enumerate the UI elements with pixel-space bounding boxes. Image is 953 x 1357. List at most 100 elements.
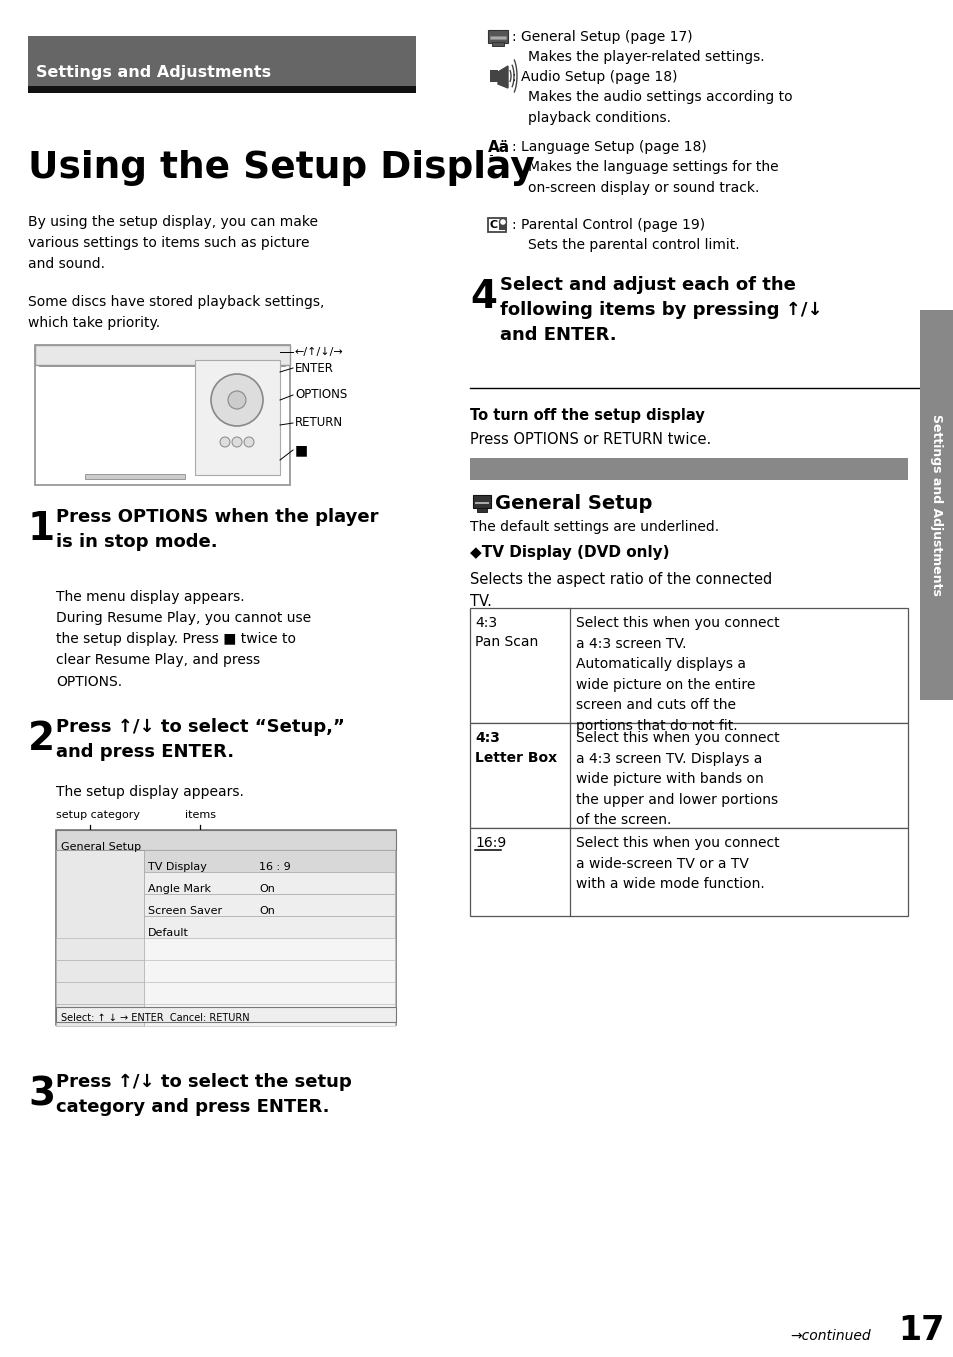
Text: Makes the language settings for the
on-screen display or sound track.: Makes the language settings for the on-s…	[527, 160, 778, 195]
Text: Select: ↑ ↓ → ENTER  Cancel: RETURN: Select: ↑ ↓ → ENTER Cancel: RETURN	[61, 1012, 250, 1023]
Text: Press ↑/↓ to select the setup
category and press ENTER.: Press ↑/↓ to select the setup category a…	[56, 1073, 352, 1115]
Bar	[144, 1004, 395, 1026]
Text: General Setup: General Setup	[495, 494, 652, 513]
Bar	[28, 37, 416, 88]
Text: 1: 1	[28, 510, 55, 548]
Bar	[85, 474, 185, 479]
Text: 3: 3	[28, 1075, 55, 1113]
Text: ←/↑/↓/→: ←/↑/↓/→	[294, 347, 343, 357]
Bar	[28, 85, 416, 94]
Text: Sets the parental control limit.: Sets the parental control limit.	[527, 237, 739, 252]
Text: RETURN: RETURN	[294, 417, 343, 430]
Circle shape	[499, 218, 506, 225]
Text: 4:3
Letter Box: 4:3 Letter Box	[475, 731, 557, 764]
Text: Aä: Aä	[488, 140, 510, 155]
Bar	[144, 873, 395, 894]
Bar	[919, 309, 953, 700]
Bar	[144, 982, 395, 1004]
Text: : Audio Setup (page 18): : Audio Setup (page 18)	[512, 71, 677, 84]
Bar	[488, 218, 505, 232]
Text: Select this when you connect
a wide-screen TV or a TV
with a wide mode function.: Select this when you connect a wide-scre…	[576, 836, 779, 892]
Text: OPTIONS: OPTIONS	[294, 388, 347, 402]
Bar	[144, 938, 395, 959]
Polygon shape	[497, 66, 507, 88]
Text: General Setup: General Setup	[61, 841, 141, 852]
Text: Angle Mark: Angle Mark	[148, 883, 211, 894]
Circle shape	[232, 437, 242, 446]
Circle shape	[220, 437, 230, 446]
Bar	[470, 459, 907, 480]
Text: 4: 4	[470, 278, 497, 316]
Text: Select this when you connect
a 4:3 screen TV. Displays a
wide picture with bands: Select this when you connect a 4:3 scree…	[576, 731, 779, 828]
Bar	[194, 360, 280, 475]
Text: Select this when you connect
a 4:3 screen TV.
Automatically displays a
wide pict: Select this when you connect a 4:3 scree…	[576, 616, 779, 733]
Bar	[470, 828, 907, 916]
Bar	[476, 508, 486, 512]
Bar	[144, 849, 395, 873]
Text: On: On	[258, 906, 274, 916]
Text: 2: 2	[28, 721, 55, 759]
Text: 16 : 9: 16 : 9	[258, 862, 291, 873]
Text: Makes the player-related settings.: Makes the player-related settings.	[527, 50, 763, 64]
Text: To turn off the setup display: To turn off the setup display	[470, 408, 704, 423]
Text: Using the Setup Display: Using the Setup Display	[28, 151, 535, 186]
Circle shape	[228, 391, 246, 408]
Bar	[35, 345, 290, 484]
Text: The setup display appears.: The setup display appears.	[56, 784, 244, 799]
Bar	[470, 608, 907, 723]
Bar	[492, 42, 503, 46]
Text: →continued: →continued	[789, 1329, 870, 1343]
Text: ■: ■	[294, 442, 308, 457]
Bar	[490, 37, 505, 39]
Circle shape	[244, 437, 253, 446]
Bar	[56, 959, 144, 982]
Bar	[56, 849, 144, 1025]
Text: Press OPTIONS when the player
is in stop mode.: Press OPTIONS when the player is in stop…	[56, 508, 378, 551]
Bar	[56, 938, 144, 959]
Bar	[56, 1004, 144, 1026]
Text: Makes the audio settings according to
playback conditions.: Makes the audio settings according to pl…	[527, 90, 792, 125]
Text: 16:9: 16:9	[475, 836, 506, 849]
Text: TV Display: TV Display	[148, 862, 207, 873]
Text: C: C	[490, 220, 497, 229]
Bar	[56, 1007, 395, 1022]
Text: 17: 17	[897, 1314, 943, 1346]
Bar	[56, 830, 395, 849]
Text: : General Setup (page 17): : General Setup (page 17)	[512, 30, 692, 43]
Text: setup category: setup category	[56, 810, 140, 820]
Text: Press OPTIONS or RETURN twice.: Press OPTIONS or RETURN twice.	[470, 432, 711, 446]
Text: Selects the aspect ratio of the connected
TV.: Selects the aspect ratio of the connecte…	[470, 573, 771, 609]
Bar	[56, 830, 395, 1025]
Text: Some discs have stored playback settings,
which take priority.: Some discs have stored playback settings…	[28, 294, 324, 330]
Bar	[488, 30, 507, 43]
Text: The menu display appears.
During Resume Play, you cannot use
the setup display. : The menu display appears. During Resume …	[56, 590, 311, 688]
Text: : Parental Control (page 19): : Parental Control (page 19)	[512, 218, 704, 232]
Text: 4:3
Pan Scan: 4:3 Pan Scan	[475, 616, 537, 650]
Text: Press ↑/↓ to select “Setup,”
and press ENTER.: Press ↑/↓ to select “Setup,” and press E…	[56, 718, 345, 761]
Bar	[473, 495, 491, 508]
Circle shape	[211, 375, 263, 426]
Bar	[490, 71, 497, 81]
Text: ENTER: ENTER	[294, 361, 334, 375]
Text: Default: Default	[148, 928, 189, 938]
Bar	[475, 502, 489, 503]
Bar	[56, 982, 144, 1004]
Text: Screen Saver: Screen Saver	[148, 906, 222, 916]
Bar	[498, 223, 506, 229]
Text: ◆TV Display (DVD only): ◆TV Display (DVD only)	[470, 546, 669, 560]
Bar	[490, 155, 493, 156]
Bar	[144, 894, 395, 916]
Text: On: On	[258, 883, 274, 894]
Bar	[144, 916, 395, 938]
Text: : Language Setup (page 18): : Language Setup (page 18)	[512, 140, 706, 153]
Text: By using the setup display, you can make
various settings to items such as pictu: By using the setup display, you can make…	[28, 214, 317, 271]
Text: Settings and Adjustments: Settings and Adjustments	[929, 414, 943, 596]
Text: items: items	[185, 810, 215, 820]
Text: The default settings are underlined.: The default settings are underlined.	[470, 520, 719, 535]
Bar	[39, 365, 286, 366]
Text: Settings and Adjustments: Settings and Adjustments	[36, 65, 271, 80]
Bar	[35, 345, 290, 365]
Bar	[470, 723, 907, 828]
Text: Select and adjust each of the
following items by pressing ↑/↓
and ENTER.: Select and adjust each of the following …	[499, 275, 821, 345]
Bar	[144, 959, 395, 982]
